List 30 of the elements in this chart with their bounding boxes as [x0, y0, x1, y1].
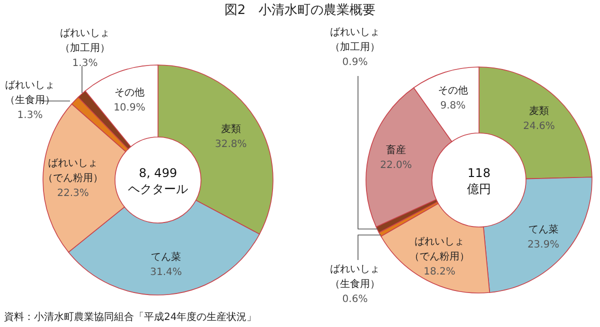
slice-label: ばれいしょ（加工用） [330, 27, 380, 53]
text: 資料：小清水町農業協同組合「平成24年度の生産状況」 [4, 311, 257, 324]
slice-label: ばれいしょ（生食用） [5, 80, 55, 106]
slice-label: ばれいしょ（でん粉用） [409, 236, 470, 262]
slice-label: その他 [114, 86, 144, 98]
text: 118億円 [467, 166, 491, 196]
slice-label: ばれいしょ（加工用） [60, 28, 110, 54]
data-label: 9.8% [440, 100, 466, 112]
data-label: 1.3% [72, 58, 98, 69]
data-label: 23.9% [527, 240, 560, 251]
slice-label: てん菜 [528, 224, 558, 236]
slice-label: てん菜 [151, 251, 181, 264]
text: 8, 499ヘクタール [128, 166, 188, 196]
data-label: 31.4% [150, 267, 182, 278]
slice-label: 畜産 [386, 144, 406, 156]
slice-label: 麦類 [220, 122, 241, 135]
data-label: 22.3% [57, 188, 89, 200]
data-label: 10.9% [114, 102, 146, 114]
data-label: 0.9% [342, 57, 368, 68]
data-label: 18.2% [424, 266, 456, 278]
slice-label: 麦類 [529, 104, 550, 117]
data-label: 32.8% [215, 138, 247, 150]
text: 図2 小清水町の農業概要 [223, 2, 377, 19]
data-label: 22.0% [380, 160, 412, 172]
data-label: 0.6% [342, 294, 368, 305]
slice-label: その他 [438, 84, 468, 97]
slice-label: ばれいしょ（生食用） [330, 264, 380, 290]
data-label: 1.3% [17, 110, 43, 121]
slice-label: ばれいしょ（でん粉用） [43, 158, 104, 184]
data-label: 24.6% [523, 120, 555, 132]
